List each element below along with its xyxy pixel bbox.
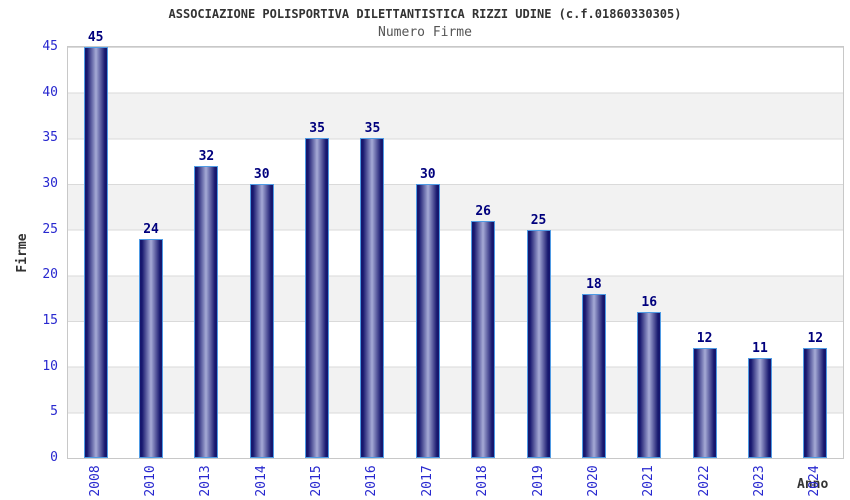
x-tick-label: 2010: [143, 465, 159, 497]
plot-area: 45 24 32 30 35 35 30 26 25 18 16 12 11 12: [68, 30, 843, 458]
x-tick-label: 2016: [364, 465, 380, 497]
bar: [747, 357, 772, 458]
x-tick-label: 2023: [751, 465, 767, 497]
bar-value-label: 16: [641, 294, 658, 310]
bar-value-label: 35: [309, 121, 325, 137]
bar: [415, 184, 440, 458]
chart-title: ASSOCIAZIONE POLISPORTIVA DILETTANTISTIC…: [168, 7, 682, 21]
x-axis-title: Anno: [797, 477, 829, 492]
bar: [249, 184, 274, 458]
bar: [581, 293, 606, 458]
bar-value-label: 45: [87, 30, 104, 45]
bar-value-label: 11: [752, 340, 768, 356]
y-tick-label: 45: [42, 39, 58, 54]
x-tick-label: 2020: [585, 465, 601, 497]
y-tick-label: 35: [42, 130, 58, 146]
bar: [471, 220, 496, 458]
bar-value-label: 18: [586, 276, 602, 292]
bar: [360, 138, 385, 458]
bar-value-label: 12: [696, 331, 713, 347]
bar-value-label: 25: [530, 212, 547, 228]
bar-value-label: 32: [198, 148, 215, 164]
x-tick-label: 2014: [253, 465, 269, 497]
y-tick-label: 10: [42, 358, 58, 374]
x-tick-label: 2008: [87, 465, 103, 497]
bar-value-label: 26: [475, 203, 491, 219]
bar-value-label: 24: [143, 221, 159, 237]
y-tick-label: 25: [42, 221, 58, 237]
y-tick-label: 40: [42, 84, 58, 100]
bar-value-label: 12: [807, 331, 824, 347]
bar: [194, 165, 219, 458]
x-tick-label: 2019: [530, 465, 546, 497]
bar: [637, 311, 662, 458]
y-tick-label: 0: [50, 450, 58, 465]
bar: [305, 138, 330, 458]
bar: [526, 229, 551, 458]
y-tick-label: 30: [42, 176, 58, 191]
chart-subtitle: Numero Firme: [378, 25, 472, 40]
x-tick-label: 2013: [198, 465, 214, 497]
y-tick-label: 20: [42, 267, 58, 283]
x-tick-label: 2015: [309, 465, 325, 497]
x-tick-label: 2021: [641, 465, 657, 497]
bar: [692, 348, 717, 458]
bar: [83, 47, 108, 458]
x-tick-label: 2018: [475, 465, 491, 497]
x-tick-label: 2024: [807, 465, 823, 497]
y-tick-label: 5: [50, 404, 58, 420]
bar-value-label: 30: [419, 167, 436, 182]
bar: [803, 348, 828, 458]
y-tick-label: 15: [42, 313, 58, 328]
x-tick-label: 2022: [696, 465, 712, 497]
x-tick-label: 2017: [419, 465, 435, 497]
bar-value-label: 35: [364, 121, 381, 137]
bar: [139, 238, 164, 458]
bar-value-label: 30: [253, 167, 270, 182]
